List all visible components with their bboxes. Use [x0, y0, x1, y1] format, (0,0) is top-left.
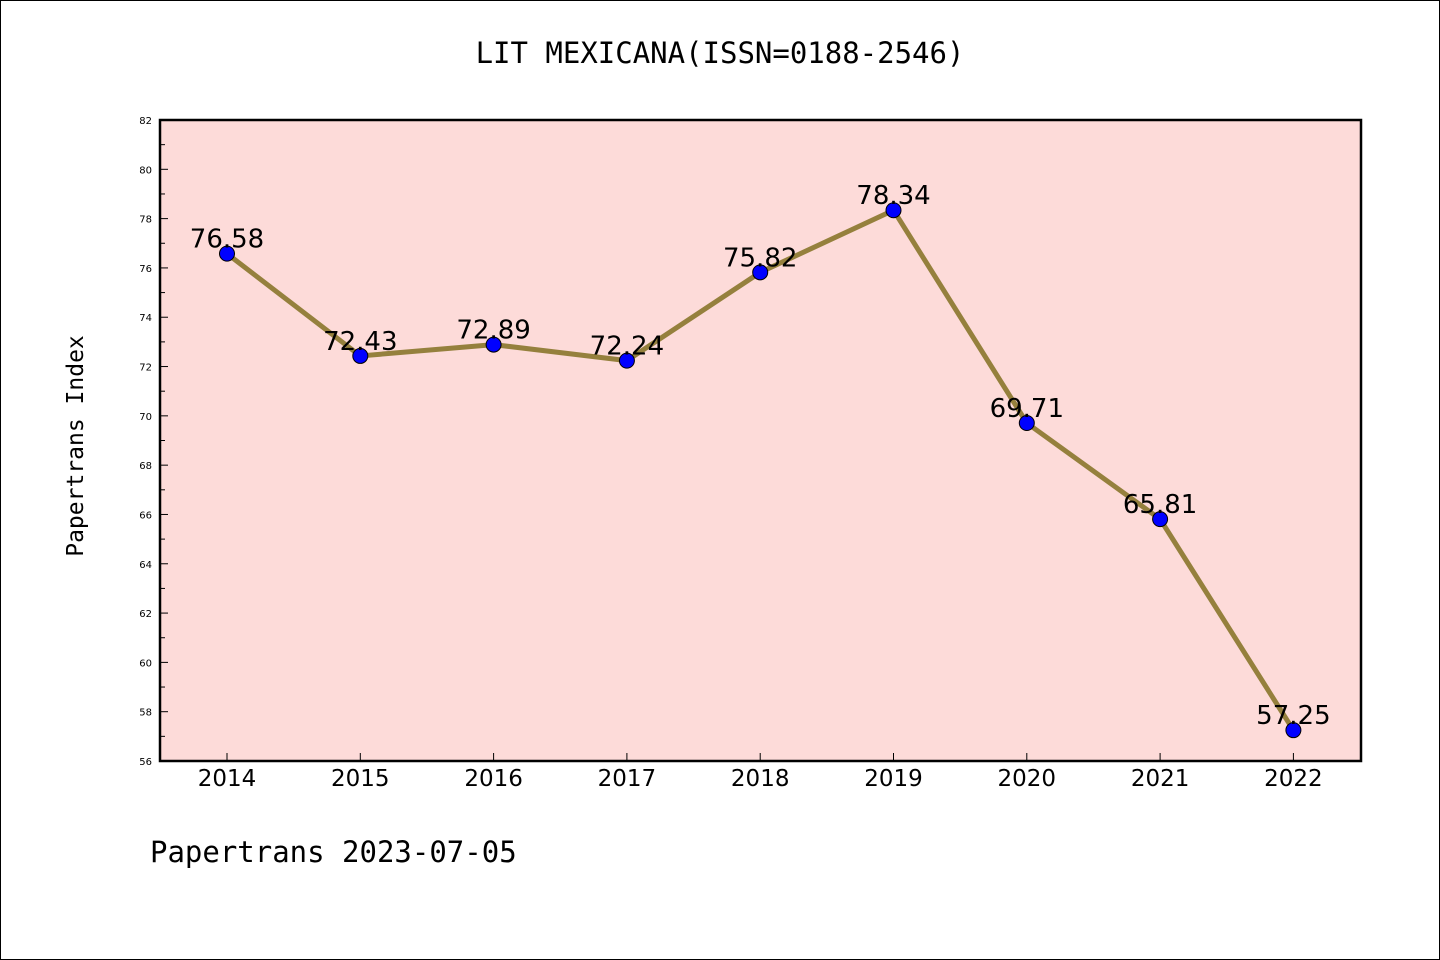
data-point — [618, 352, 635, 369]
y-tick-label: 70 — [139, 412, 152, 423]
data-label: 65.81 — [1123, 490, 1197, 520]
y-tick-label: 60 — [139, 658, 152, 669]
x-tick-label: 2015 — [331, 766, 390, 792]
y-tick-label: 58 — [139, 708, 152, 719]
data-point — [752, 264, 769, 281]
data-label: 72.43 — [323, 327, 397, 357]
y-tick-label: 80 — [139, 165, 152, 176]
y-tick-label: 62 — [139, 609, 152, 620]
data-point — [1285, 722, 1302, 739]
plot-area — [160, 120, 1361, 761]
plot-border — [158, 118, 1363, 763]
data-point — [219, 245, 235, 262]
y-tick-label: 68 — [139, 461, 152, 472]
data-label: 72.89 — [456, 316, 530, 346]
x-tick-label: 2016 — [464, 766, 523, 792]
data-label: 72.24 — [590, 332, 664, 362]
footer-text: Papertrans 2023-07-05 — [150, 835, 517, 869]
y-tick-label: 78 — [139, 215, 152, 226]
x-tick-label: 2020 — [998, 766, 1057, 792]
data-label: 75.82 — [723, 243, 797, 273]
data-label: 76.58 — [190, 225, 264, 255]
data-point — [885, 202, 902, 219]
y-tick-label: 66 — [139, 510, 152, 521]
data-label: 69.71 — [990, 394, 1064, 424]
y-axis: 56 58 60 62 64 66 68 70 72 74 76 78 80 82 — [139, 116, 168, 768]
x-tick-label: 2017 — [598, 766, 657, 792]
data-labels: 76.58 72.43 72.89 72.24 75.82 78.34 69.71 65.81… — [190, 181, 1331, 731]
x-tick-label: 2014 — [198, 766, 257, 792]
x-tick-label: 2019 — [864, 766, 923, 792]
y-tick-label: 64 — [139, 560, 152, 571]
x-tick-label: 2021 — [1131, 766, 1190, 792]
x-tick-label: 2018 — [731, 766, 790, 792]
data-point — [1018, 414, 1035, 431]
data-label: 57.25 — [1256, 701, 1330, 731]
data-point — [352, 347, 369, 364]
data-label: 78.34 — [856, 181, 930, 211]
x-axis: 2014 2015 2016 2017 2018 2019 2020 2021 2022 — [198, 753, 1323, 792]
y-tick-label: 76 — [139, 264, 152, 275]
data-points — [219, 202, 1302, 739]
y-tick-label: 72 — [139, 363, 152, 374]
data-point — [1152, 511, 1169, 528]
data-point — [485, 336, 502, 353]
y-tick-label: 82 — [139, 116, 152, 127]
y-tick-label: 74 — [139, 313, 152, 324]
x-tick-label: 2022 — [1264, 766, 1323, 792]
chart-title: LIT MEXICANA(ISSN=0188-2546) — [475, 36, 965, 70]
y-tick-label: 56 — [139, 757, 152, 768]
